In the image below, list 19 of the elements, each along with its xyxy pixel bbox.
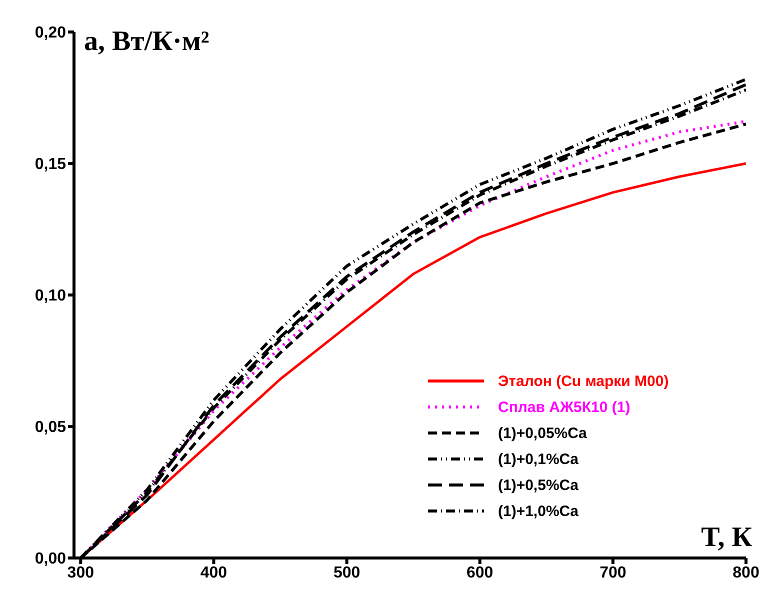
- legend-label: Сплав АЖ5К10 (1): [498, 398, 630, 416]
- y-tick-label: 0,15: [34, 156, 66, 174]
- legend-label: (1)+0,1%Ca: [498, 450, 578, 468]
- x-tick-label: 700: [600, 564, 626, 582]
- y-tick-label: 0,20: [34, 24, 66, 42]
- x-tick-label: 300: [67, 564, 94, 582]
- x-tick-label: 500: [333, 564, 360, 582]
- x-tick-label: 600: [466, 564, 494, 582]
- legend-label: (1)+0,5%Ca: [498, 476, 578, 494]
- x-tick-label: 400: [200, 564, 228, 582]
- y-tick-label: 0,05: [34, 419, 66, 436]
- y-tick-label: 0,10: [34, 288, 66, 305]
- legend-label: Эталон (Cu марки М00): [498, 372, 669, 390]
- y-tick-label: 0,00: [34, 550, 66, 568]
- legend-label: (1)+0,05%Ca: [498, 424, 587, 442]
- x-axis-title: T, К: [701, 522, 752, 554]
- y-axis-title: a, Вт/К·м²: [84, 26, 210, 58]
- legend-label: (1)+1,0%Ca: [498, 502, 578, 520]
- x-tick-label: 800: [732, 564, 760, 582]
